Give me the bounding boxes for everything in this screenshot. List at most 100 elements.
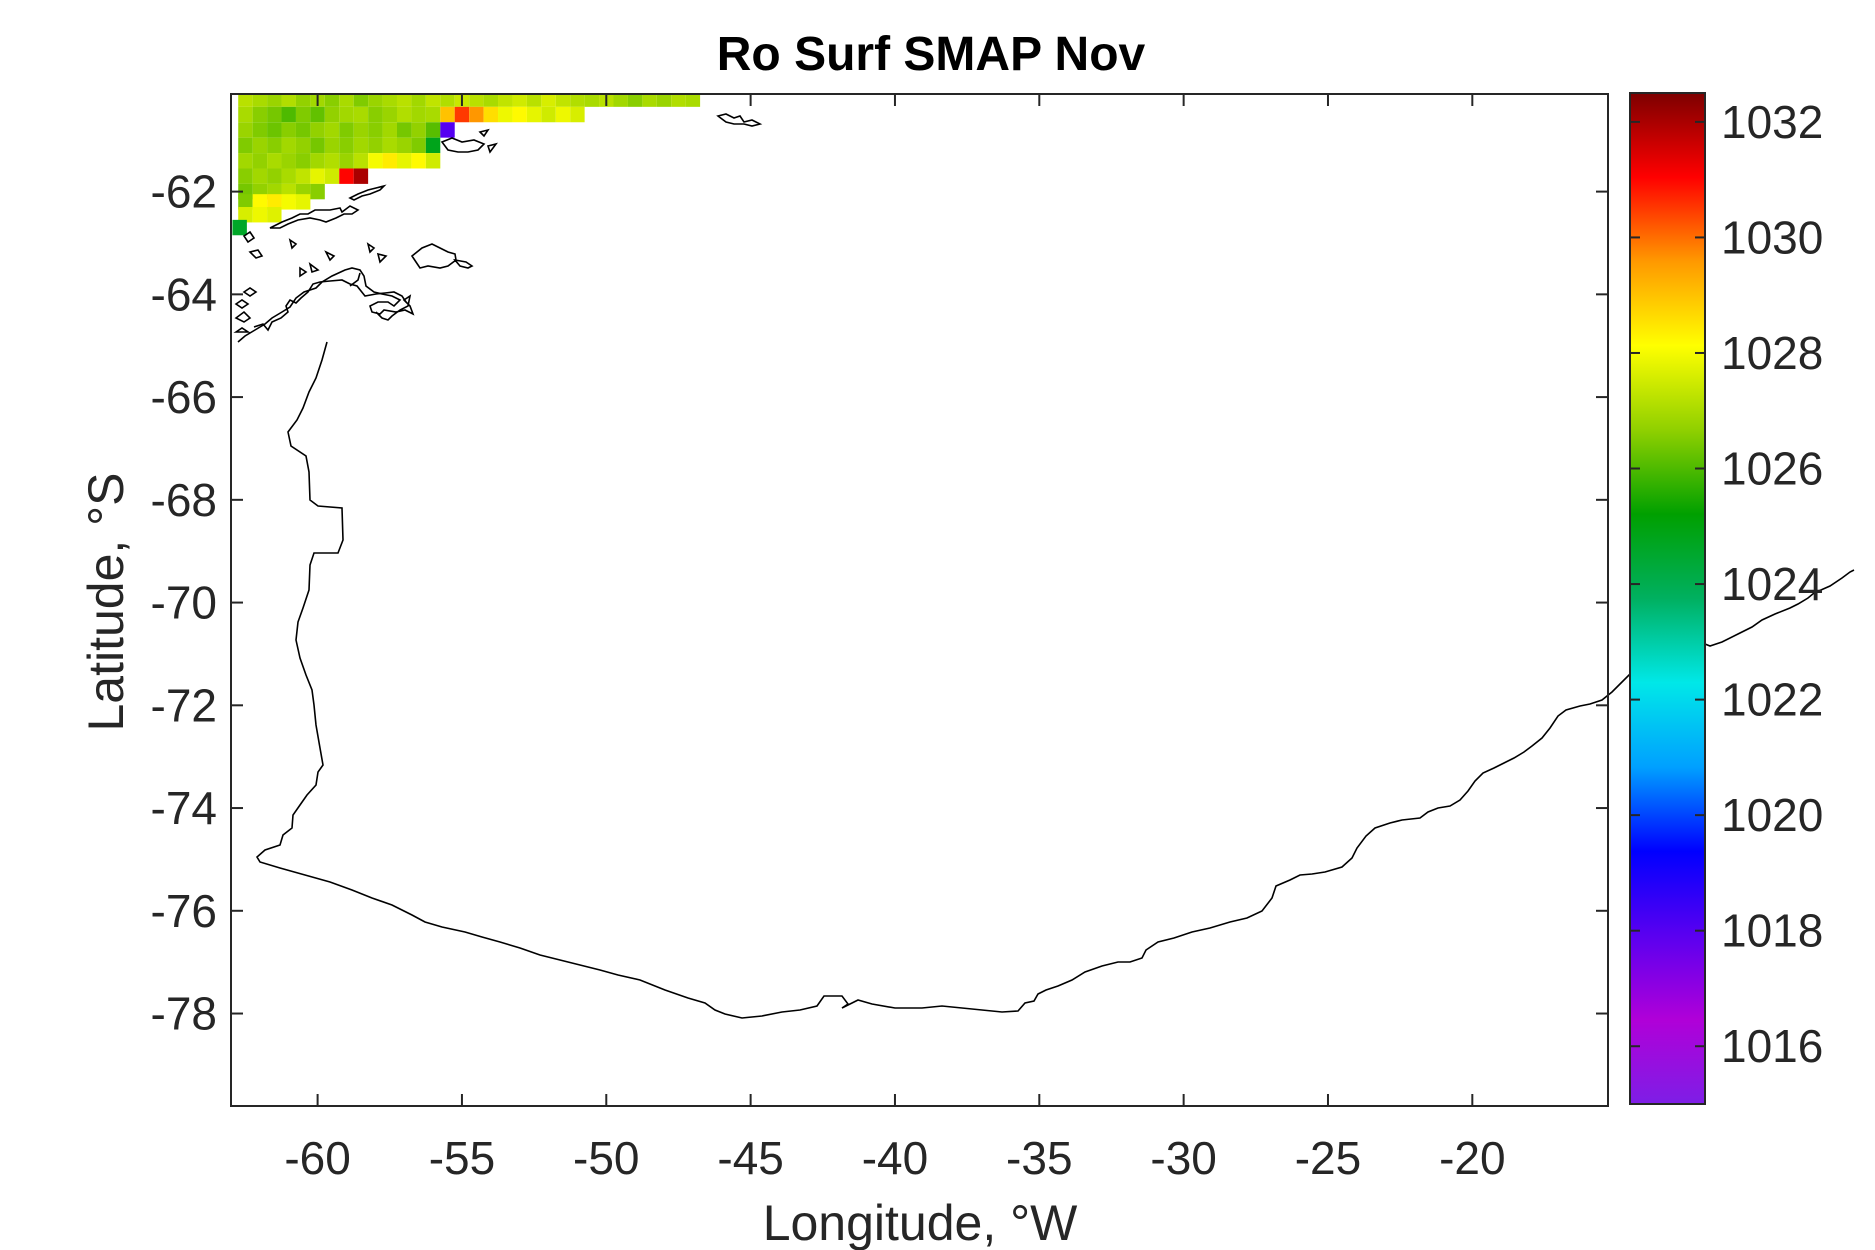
heatmap-cell [238,194,253,210]
heatmap-cell [238,122,253,138]
y-tick-label: -74 [151,782,217,834]
colorbar-tick-label: 1020 [1721,789,1823,841]
heatmap-cell [425,106,441,123]
heatmap-cell [252,122,268,138]
heatmap-cell [382,122,397,138]
coastline-islands-1 [253,272,407,332]
coastline-islands-4 [233,230,388,333]
heatmap-cell [295,94,311,107]
heatmap-cell [353,168,369,184]
heatmap-cell [440,106,455,123]
heatmap-cell [555,94,571,107]
colorbar-tick-label: 1026 [1721,443,1823,495]
heatmap-cell [310,122,325,138]
heatmap-cell [570,106,585,123]
heatmap-cell [469,94,484,107]
coastline-peninsula [237,267,415,343]
colorbar-frame [1629,92,1706,1105]
heatmap-cells [232,94,701,236]
heatmap-cell [627,94,643,107]
heatmap-cell [252,137,268,154]
coastline-islands-5 [440,113,763,154]
heatmap-cell [440,122,455,138]
colorbar-tick-label: 1030 [1721,211,1823,263]
heatmap-cell [324,94,340,107]
x-tick-label: -45 [717,1132,783,1184]
heatmap-cell [425,94,441,107]
heatmap-cell [281,168,296,184]
heatmap-cell [252,106,268,123]
heatmap-cell [353,153,369,169]
heatmap-cell [656,94,672,107]
heatmap-cell [295,137,311,154]
x-tick-label: -55 [429,1132,495,1184]
colorbar-tick-label: 1018 [1721,905,1823,957]
heatmap-cell [411,122,426,138]
heatmap-cell [324,137,340,154]
heatmap-cell [541,94,556,107]
heatmap-cell [368,122,383,138]
heatmap-cell [584,94,600,107]
heatmap-cell [642,94,657,107]
heatmap-cell [512,94,527,107]
heatmap-cell [281,137,296,154]
coastline-islands-3 [269,184,387,229]
heatmap-cell [267,153,282,169]
heatmap-cell [353,122,369,138]
heatmap-cell [498,106,513,123]
heatmap-cell [281,94,296,107]
heatmap-cell [382,94,397,107]
x-tick-label: -60 [284,1132,350,1184]
heatmap-cell [267,94,282,107]
colorbar-tick-label: 1032 [1721,96,1823,148]
heatmap-cell [324,168,340,184]
y-axis-label: Latitude, °S [78,472,134,731]
y-tick-label: -66 [151,371,217,423]
x-tick-label: -30 [1150,1132,1216,1184]
heatmap-cell [541,106,556,123]
heatmap-cell [324,153,340,169]
heatmap-cell [238,94,253,107]
heatmap-cell [252,194,268,210]
heatmap-cell [281,122,296,138]
heatmap-cell [368,106,383,123]
heatmap-cell [425,137,441,154]
heatmap-cell [324,122,340,138]
heatmap-cell [267,207,282,223]
heatmap-cell [238,153,253,169]
heatmap-cell [368,137,383,154]
heatmap-cell [526,106,542,123]
heatmap-cell [339,137,354,154]
heatmap-cell [295,153,311,169]
plot-area [230,93,1855,1107]
heatmap-cell [252,153,268,169]
y-tick-label: -72 [151,679,217,731]
coastline-main [255,341,1855,1019]
heatmap-cell [238,168,253,184]
x-tick-label: -35 [1006,1132,1072,1184]
x-axis-label: Longitude, °W [763,1195,1078,1250]
heatmap-cell [382,153,397,169]
y-tick-label: -64 [151,268,217,320]
y-tick-label: -68 [151,474,217,526]
heatmap-cell [310,168,325,184]
heatmap-cell [396,106,412,123]
x-tick-label: -25 [1295,1132,1361,1184]
coastline [233,113,1855,1019]
heatmap-cell [295,168,311,184]
heatmap-cell [232,219,247,236]
heatmap-cell [671,94,686,107]
y-axis: -62 -64 -66 -68 -70 -72 -74 -76 -78 [151,166,1608,1040]
heatmap-cell [368,153,383,169]
heatmap-cell [238,106,253,123]
heatmap-cell [440,94,455,107]
heatmap-cell [252,168,268,184]
x-tick-label: -50 [573,1132,639,1184]
heatmap-cell [267,122,282,138]
heatmap-cell [454,106,470,123]
colorbar-ticks: 1016 1018 1020 1022 1024 1026 1028 1030 1032 [1630,96,1823,1072]
heatmap-cell [295,194,311,210]
heatmap-cell [570,94,585,107]
heatmap-cell [324,106,340,123]
